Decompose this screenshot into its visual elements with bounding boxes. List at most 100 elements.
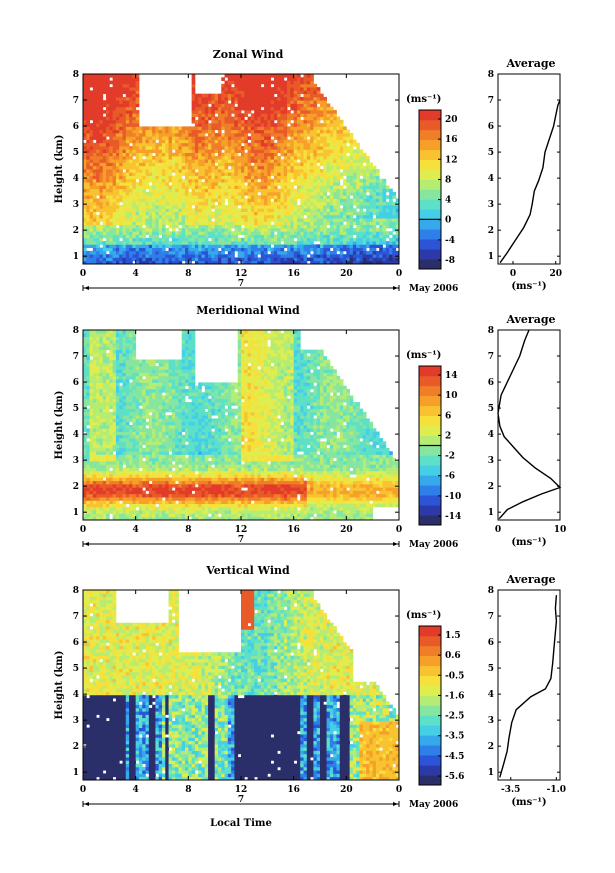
colorbar-swatch (419, 475, 441, 486)
average-profile-panel: Average 1 2 3 4 5 6 7 8 -3.5 -1.0(ms⁻¹) (488, 573, 566, 808)
colorbar-swatch (419, 189, 441, 200)
colorbar-swatch (419, 119, 441, 131)
colorbar-tick-label: -5.6 (445, 772, 464, 782)
colorbar-swatch (419, 765, 441, 776)
x-tick-label: 0 (396, 269, 402, 279)
colorbar-swatch (419, 169, 441, 180)
colorbar-swatch (419, 735, 441, 746)
average-profile-line (499, 99, 561, 264)
avg-x-tick-label: -3.5 (501, 785, 520, 795)
day-label: 7 (238, 795, 244, 805)
average-title: Average (505, 57, 555, 70)
panel-title: Zonal Wind (213, 48, 284, 61)
day-label: 7 (238, 535, 244, 545)
y-axis-label: Height (km) (54, 391, 65, 460)
colorbar-swatch (419, 219, 441, 230)
avg-y-tick-label: 2 (488, 482, 494, 492)
day-arrow-right (393, 286, 398, 290)
avg-x-tick-label: 0 (510, 269, 516, 279)
avg-x-tick-label: -1.0 (547, 785, 566, 795)
colorbar-swatch (419, 159, 441, 170)
date-label: May 2006 (409, 284, 458, 294)
avg-y-tick-label: 6 (488, 122, 494, 132)
colorbar-tick-label: -14 (445, 512, 461, 522)
colorbar-tick-label: 20 (445, 115, 458, 125)
y-tick-label: 4 (73, 690, 79, 700)
y-tick-label: 5 (73, 148, 79, 158)
colorbar-swatch (419, 645, 441, 657)
colorbar-swatch (419, 725, 441, 736)
y-axis-label: Height (km) (54, 135, 65, 204)
y-tick-label: 6 (73, 638, 79, 648)
day-arrow-left (84, 542, 89, 546)
y-tick-label: 4 (73, 174, 79, 184)
colorbar-swatch (419, 635, 441, 647)
x-tick-label: 12 (235, 785, 248, 795)
colorbar-tick-label: -1.6 (445, 691, 464, 701)
colorbar-unit: (ms⁻¹) (406, 94, 441, 105)
avg-y-tick-label: 4 (488, 690, 494, 700)
avg-y-tick-label: 7 (488, 352, 494, 362)
avg-y-tick-label: 7 (488, 96, 494, 106)
x-tick-label: 0 (396, 785, 402, 795)
colorbar-swatch (419, 149, 441, 160)
avg-y-tick-label: 4 (488, 174, 494, 184)
colorbar-swatch (419, 366, 441, 377)
x-tick-label: 8 (185, 269, 191, 279)
x-tick-label: 20 (340, 525, 353, 535)
colorbar-swatch (419, 626, 441, 637)
colorbar-tick-label: 0 (445, 216, 451, 226)
average-title: Average (505, 573, 555, 586)
avg-y-tick-label: 7 (488, 612, 494, 622)
colorbar-tick-label: 2 (445, 431, 451, 441)
x-tick-label: 16 (287, 525, 300, 535)
avg-y-tick-label: 2 (488, 226, 494, 236)
colorbar-tick-label: -8 (445, 256, 455, 266)
y-tick-label: 4 (73, 430, 79, 440)
y-tick-label: 6 (73, 122, 79, 132)
colorbar-swatch (419, 110, 441, 121)
y-tick-label: 2 (73, 226, 79, 236)
colorbar-tick-label: -4 (445, 236, 455, 246)
avg-y-tick-label: 8 (488, 326, 494, 336)
colorbar-swatch (419, 745, 441, 756)
colorbar-tick-label: 8 (445, 175, 451, 185)
colorbar-swatch (419, 385, 441, 397)
y-tick-label: 8 (73, 326, 79, 336)
avg-x-axis-label: (ms⁻¹) (511, 797, 546, 808)
colorbar-swatch (419, 395, 441, 407)
y-tick-label: 8 (73, 70, 79, 80)
avg-x-axis-label: (ms⁻¹) (511, 537, 546, 548)
colorbar-tick-label: 14 (445, 371, 458, 381)
colorbar-swatch (419, 675, 441, 686)
colorbar-swatch (419, 505, 441, 516)
colorbar-swatch (419, 435, 441, 446)
y-tick-label: 8 (73, 586, 79, 596)
colorbar-tick-label: -0.5 (445, 671, 464, 681)
y-tick-label: 3 (73, 200, 79, 210)
panel-title: Meridional Wind (196, 304, 300, 317)
x-tick-label: 0 (396, 525, 402, 535)
x-tick-label: 4 (133, 785, 139, 795)
x-tick-label: 4 (133, 269, 139, 279)
colorbar-tick-label: -10 (445, 492, 461, 502)
y-tick-label: 7 (73, 612, 79, 622)
x-tick-label: 0 (80, 269, 86, 279)
colorbar-swatch (419, 655, 441, 667)
day-arrow-right (393, 802, 398, 806)
y-tick-label: 1 (73, 252, 79, 262)
avg-y-tick-label: 1 (488, 508, 494, 518)
average-profile-line (497, 329, 562, 520)
colorbar-swatch (419, 249, 441, 260)
colorbar-tick-label: 4 (445, 196, 451, 206)
colorbar-tick-label: -6 (445, 472, 455, 482)
date-label: May 2006 (409, 800, 458, 810)
avg-y-tick-label: 2 (488, 742, 494, 752)
colorbar-unit: (ms⁻¹) (406, 350, 441, 361)
colorbar-swatch (419, 229, 441, 240)
avg-y-tick-label: 5 (488, 148, 494, 158)
colorbar-swatch (419, 375, 441, 387)
